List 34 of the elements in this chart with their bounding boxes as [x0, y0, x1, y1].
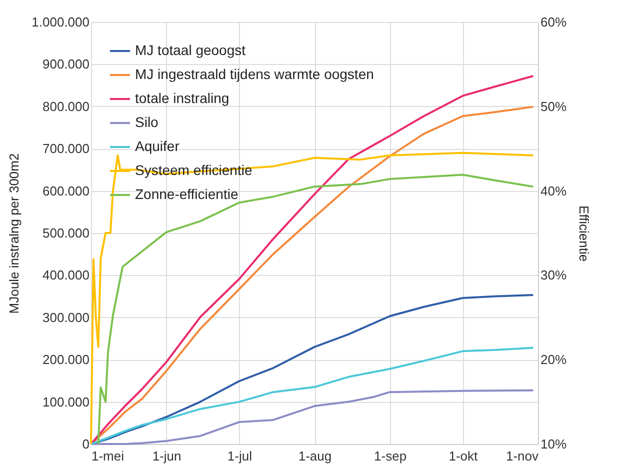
y2-axis-title: Efficientie — [576, 205, 592, 262]
y-tick-label: 1.000.000 — [32, 14, 90, 30]
x-tick-label: 1-mei — [92, 448, 124, 464]
y-tick-label: 400.000 — [42, 268, 90, 283]
y2-tick-label: 20% — [540, 352, 567, 368]
x-tick-label: 1-jun — [152, 448, 182, 464]
y2-tick-label: 10% — [540, 436, 567, 452]
y-tick-label: 200.000 — [42, 352, 90, 368]
x-tick-label: 1-aug — [298, 448, 332, 464]
legend-label: Zonne-efficientie — [135, 186, 238, 202]
y-tick-label: 300.000 — [42, 310, 90, 325]
y2-tick-label: 40% — [540, 183, 567, 198]
legend-label: Aquifer — [135, 138, 180, 154]
y-tick-label: 0 — [82, 436, 90, 452]
legend-label: MJ ingestraald tijdens warmte oogsten — [135, 66, 374, 82]
x-tick-label: 1-okt — [448, 448, 478, 464]
y-axis-title: MJoule instralng per 300m2 — [6, 153, 22, 314]
y-tick-label: 800.000 — [42, 98, 90, 114]
legend-label: totale instraling — [135, 90, 230, 106]
x-tick-label: 1-sep — [374, 448, 407, 464]
y2-tick-label: 60% — [540, 14, 567, 30]
x-tick-label: 1-nov — [506, 448, 539, 464]
y-tick-label: 900.000 — [42, 56, 90, 72]
y-tick-label: 100.000 — [42, 394, 90, 410]
legend-label: Silo — [135, 114, 159, 130]
y2-tick-label: 30% — [540, 268, 567, 283]
line-series — [90, 346, 534, 445]
y-tick-label: 700.000 — [42, 141, 90, 156]
legend-label: MJ totaal geoogst — [135, 42, 246, 58]
x-tick-label: 1-jul — [227, 448, 252, 464]
y2-tick-label: 50% — [540, 98, 567, 114]
y-tick-label: 500.000 — [42, 226, 90, 240]
line-series — [90, 389, 534, 445]
y-tick-label: 600.000 — [42, 183, 90, 198]
